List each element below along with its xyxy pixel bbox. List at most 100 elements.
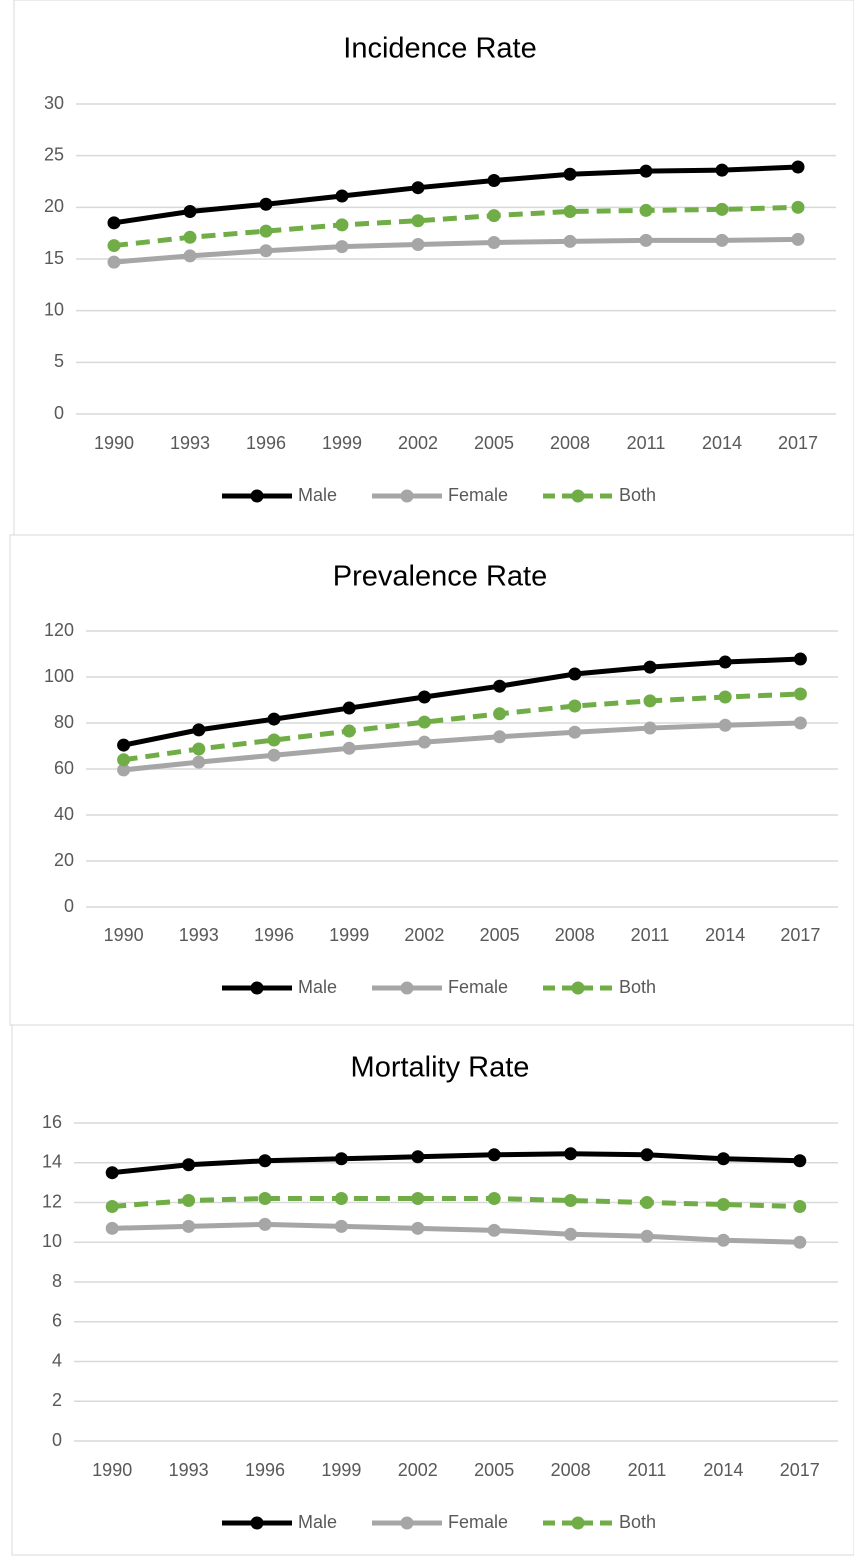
data-point	[267, 733, 281, 747]
chart-title: Incidence Rate	[343, 33, 536, 65]
panel-frame	[9, 534, 854, 1026]
data-point	[793, 716, 807, 730]
data-point	[487, 1192, 501, 1206]
legend-label: Both	[619, 485, 656, 505]
data-point	[564, 1194, 578, 1208]
data-point	[342, 701, 356, 715]
data-point	[640, 1148, 654, 1162]
panel-frame	[13, 0, 854, 536]
legend-label: Both	[619, 977, 656, 997]
data-point	[183, 249, 197, 263]
data-point	[417, 690, 431, 704]
y-tick-label: 80	[54, 712, 74, 732]
y-tick-label: 12	[42, 1191, 62, 1211]
legend-marker	[250, 981, 264, 995]
data-point	[563, 234, 577, 248]
x-tick-label: 2008	[551, 1460, 591, 1480]
data-point	[715, 202, 729, 216]
data-point	[182, 1219, 196, 1233]
data-point	[640, 1196, 654, 1209]
data-point	[715, 163, 729, 177]
data-point	[487, 209, 501, 223]
legend-marker	[571, 981, 585, 995]
x-tick-label: 2002	[404, 925, 444, 945]
data-point	[117, 763, 131, 777]
x-tick-label: 2011	[627, 433, 666, 453]
legend-marker	[250, 1516, 264, 1530]
data-point	[791, 232, 805, 246]
x-tick-label: 1990	[94, 433, 134, 453]
y-tick-label: 4	[52, 1350, 62, 1370]
x-tick-label: 1996	[246, 433, 286, 453]
data-point	[183, 230, 197, 244]
data-point	[564, 1147, 578, 1161]
data-point	[716, 1152, 730, 1166]
data-point	[342, 741, 356, 755]
x-tick-label: 2005	[474, 1460, 514, 1480]
x-tick-label: 1999	[321, 1460, 361, 1480]
data-point	[335, 189, 349, 203]
x-tick-label: 2011	[628, 1460, 667, 1480]
x-tick-label: 1999	[322, 433, 362, 453]
data-point	[411, 1150, 425, 1164]
data-point	[718, 718, 732, 732]
data-point	[117, 738, 131, 752]
x-tick-label: 1993	[169, 1460, 209, 1480]
x-tick-label: 1996	[245, 1460, 285, 1480]
data-point	[334, 1219, 348, 1233]
data-point	[182, 1158, 196, 1172]
series-line	[113, 204, 799, 249]
data-point	[259, 244, 273, 258]
x-tick-label: 2005	[474, 433, 514, 453]
data-point	[267, 712, 281, 726]
data-point	[117, 753, 131, 767]
y-tick-label: 6	[52, 1311, 62, 1331]
series-line	[123, 720, 801, 773]
y-tick-label: 0	[52, 1430, 62, 1450]
data-point	[105, 1166, 119, 1180]
data-point	[639, 203, 653, 217]
data-point	[335, 218, 349, 232]
legend-label: Female	[448, 977, 508, 997]
data-point	[643, 694, 657, 708]
data-point	[192, 723, 206, 737]
data-point	[411, 1221, 425, 1235]
data-point	[493, 679, 507, 693]
x-tick-label: 1993	[170, 433, 210, 453]
data-point	[718, 655, 732, 669]
legend-label: Male	[298, 485, 337, 505]
y-tick-label: 10	[42, 1231, 62, 1251]
data-point	[487, 235, 501, 249]
legend-label: Female	[448, 485, 508, 505]
data-point	[563, 204, 577, 218]
data-point	[258, 1192, 272, 1206]
data-point	[192, 755, 206, 769]
y-tick-label: 5	[54, 351, 64, 371]
x-tick-label: 2008	[550, 433, 590, 453]
y-tick-label: 16	[42, 1112, 62, 1132]
panel-frame	[11, 1024, 854, 1556]
y-tick-label: 15	[44, 248, 64, 268]
data-point	[105, 1221, 119, 1235]
data-point	[718, 690, 732, 704]
data-point	[183, 204, 197, 218]
legend-marker	[250, 489, 264, 503]
x-tick-label: 2002	[398, 433, 438, 453]
data-point	[793, 1235, 807, 1249]
data-point	[568, 725, 582, 739]
x-tick-label: 2008	[555, 925, 595, 945]
x-tick-label: 2017	[780, 925, 820, 945]
y-tick-label: 2	[52, 1390, 62, 1410]
data-point	[716, 1233, 730, 1247]
y-tick-label: 40	[54, 804, 74, 824]
data-point	[411, 214, 425, 228]
data-point	[568, 667, 582, 681]
data-point	[640, 1229, 654, 1243]
series-line	[123, 656, 801, 748]
data-point	[259, 224, 273, 238]
legend-marker	[571, 1516, 585, 1530]
data-point	[258, 1154, 272, 1168]
data-point	[334, 1152, 348, 1166]
data-point	[107, 239, 121, 253]
